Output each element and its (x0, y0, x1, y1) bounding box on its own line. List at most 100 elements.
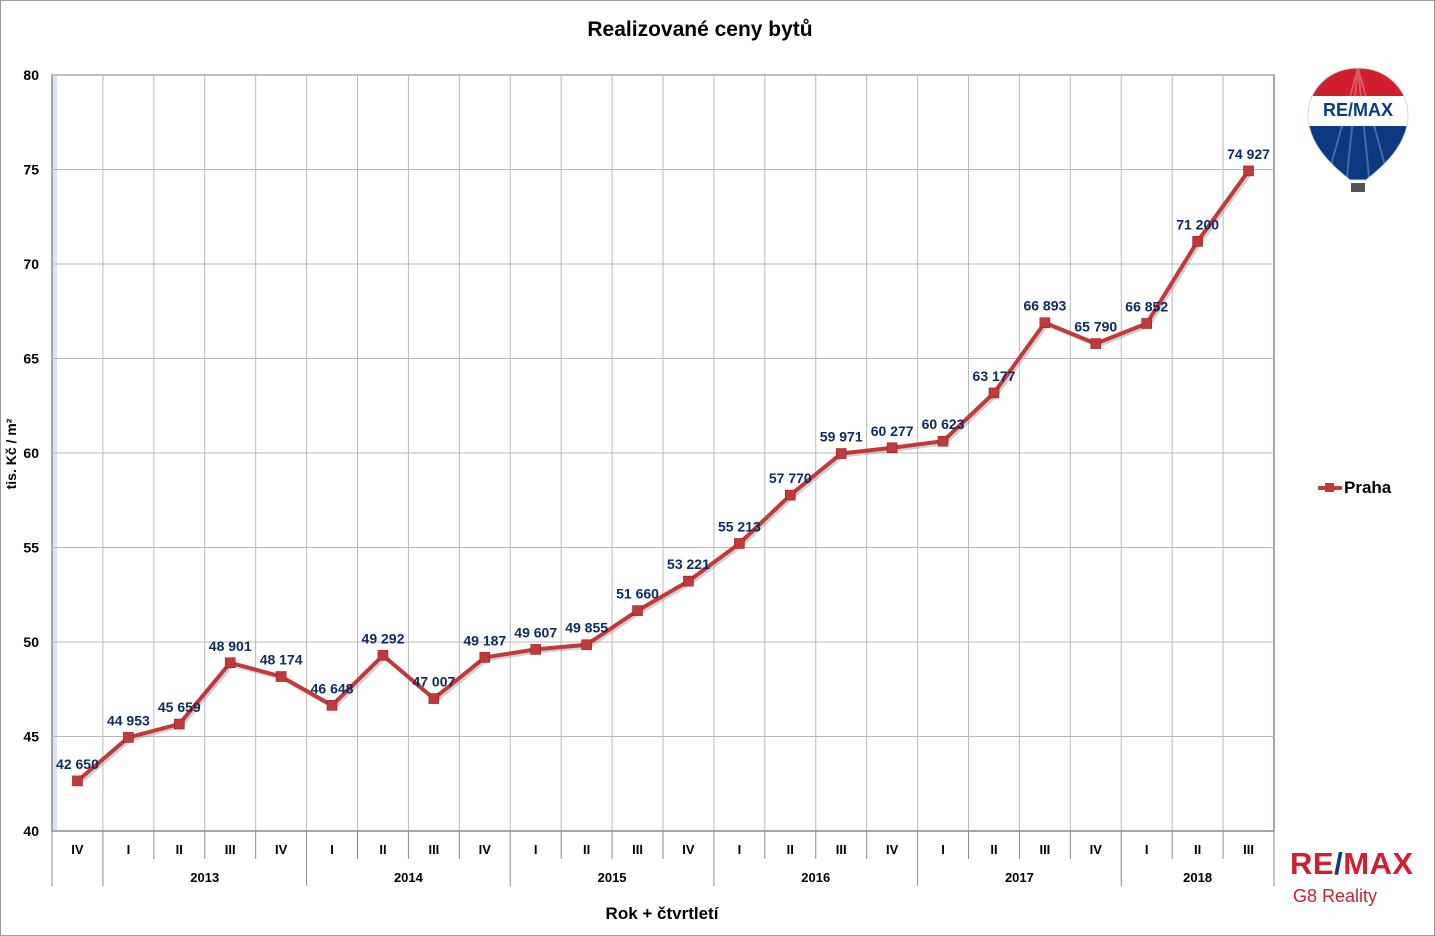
data-point (275, 671, 287, 682)
data-label: 53 221 (667, 556, 710, 572)
data-label: 42 650 (56, 756, 99, 772)
data-point (937, 435, 949, 447)
data-label: 49 292 (362, 630, 405, 646)
data-point (1039, 317, 1051, 329)
data-point (377, 650, 389, 661)
data-point (326, 700, 338, 711)
data-label: 63 177 (973, 368, 1016, 384)
data-label: 74 927 (1227, 146, 1270, 162)
brand-logo: RE/MAX (1290, 848, 1430, 879)
x-quarter-label: II (176, 842, 183, 857)
brand-slash: / (1334, 846, 1344, 881)
data-point (1141, 318, 1153, 329)
data-label: 48 174 (260, 652, 303, 668)
series-line-praha (76, 169, 1251, 783)
x-quarter-label: III (1243, 842, 1254, 857)
x-quarter-label: III (836, 842, 847, 857)
y-axis-ticks: 40 45 50 55 60 65 70 75 80 (23, 67, 39, 839)
data-label: 47 007 (412, 674, 455, 690)
y-tick-label: 65 (23, 351, 39, 367)
data-label: 59 971 (820, 429, 863, 445)
x-quarter-label: I (738, 842, 742, 857)
x-quarter-label: IV (275, 842, 288, 857)
x-quarter-label: I (1145, 842, 1149, 857)
y-axis-label: tis. Kč / m² (3, 418, 19, 489)
x-quarter-label: III (225, 842, 236, 857)
legend-swatch-praha (1318, 481, 1342, 495)
data-point (632, 605, 643, 616)
brand-subtitle: G8 Reality (1293, 886, 1378, 906)
y-tick-label: 80 (23, 67, 39, 83)
x-axis-label: Rok + čtvrtletí (606, 904, 720, 923)
x-year-label: 2013 (190, 870, 219, 885)
x-quarter-label: I (534, 842, 538, 857)
data-label: 49 855 (565, 620, 608, 636)
brand-re: RE (1290, 846, 1335, 881)
x-quarter-label: II (787, 842, 794, 857)
x-quarter-label: II (1194, 842, 1201, 857)
legend: Praha (1318, 478, 1391, 498)
y-tick-label: 40 (23, 823, 39, 839)
data-label: 55 213 (718, 518, 761, 534)
data-label: 44 953 (107, 712, 150, 728)
x-year-label: 2016 (801, 870, 830, 885)
data-label: 65 790 (1074, 319, 1117, 335)
x-quarter-label: II (583, 842, 590, 857)
data-point (224, 657, 236, 669)
data-point (123, 732, 134, 743)
series-praha: 42 650 44 953 45 659 48 901 48 174 46 648 49 2… (56, 146, 1270, 787)
x-quarter-label: III (428, 842, 439, 857)
x-quarter-label: III (632, 842, 643, 857)
data-label: 49 607 (514, 624, 557, 640)
data-point (886, 442, 898, 454)
y-tick-label: 70 (23, 256, 39, 272)
x-axis-categories: IV I II III IV I II III IV I II III IV I II III IV I II III… (51, 830, 1275, 886)
data-label: 66 852 (1125, 298, 1168, 314)
remax-balloon-logo: RE/MAX (1307, 67, 1409, 192)
brand-max: MAX (1343, 846, 1414, 881)
data-point (581, 639, 592, 651)
x-year-label: 2014 (394, 870, 424, 885)
y-tick-label: 60 (23, 445, 39, 461)
data-label: 71 200 (1176, 216, 1219, 232)
data-label: 45 659 (158, 699, 201, 715)
data-point (1090, 338, 1102, 349)
legend-label-praha: Praha (1344, 478, 1392, 497)
x-quarter-label: IV (1090, 842, 1103, 857)
data-point (1192, 236, 1203, 247)
data-label: 48 901 (209, 638, 252, 654)
y-tick-label: 50 (23, 634, 39, 650)
data-label: 51 660 (616, 586, 659, 602)
x-quarter-label: I (941, 842, 945, 857)
x-quarter-label: I (330, 842, 334, 857)
x-quarter-label: IV (479, 842, 492, 857)
x-quarter-label: II (379, 842, 386, 857)
x-quarter-label: IV (71, 842, 84, 857)
x-year-label: 2017 (1005, 870, 1034, 885)
data-label: 66 893 (1023, 298, 1066, 314)
data-label: 60 623 (922, 416, 965, 432)
balloon-text: RE/MAX (1323, 100, 1393, 120)
y-tick-label: 75 (23, 162, 39, 178)
x-quarter-label: IV (682, 842, 695, 857)
data-label: 49 187 (463, 632, 506, 648)
x-year-label: 2018 (1183, 870, 1212, 885)
x-quarter-label: I (127, 842, 131, 857)
data-point (173, 718, 185, 730)
data-label: 60 277 (871, 423, 914, 439)
data-label: 46 648 (311, 680, 354, 696)
x-quarter-label: IV (886, 842, 899, 857)
data-point (734, 538, 745, 549)
y-tick-label: 55 (23, 540, 39, 556)
y-tick-label: 45 (23, 729, 39, 745)
data-point (479, 652, 491, 663)
data-point (1243, 165, 1254, 177)
data-point (784, 489, 796, 501)
data-point (72, 775, 83, 787)
data-point (988, 387, 1000, 399)
data-label: 57 770 (769, 470, 812, 486)
x-year-label: 2015 (598, 870, 627, 885)
data-point (835, 448, 847, 459)
data-point (530, 644, 542, 655)
